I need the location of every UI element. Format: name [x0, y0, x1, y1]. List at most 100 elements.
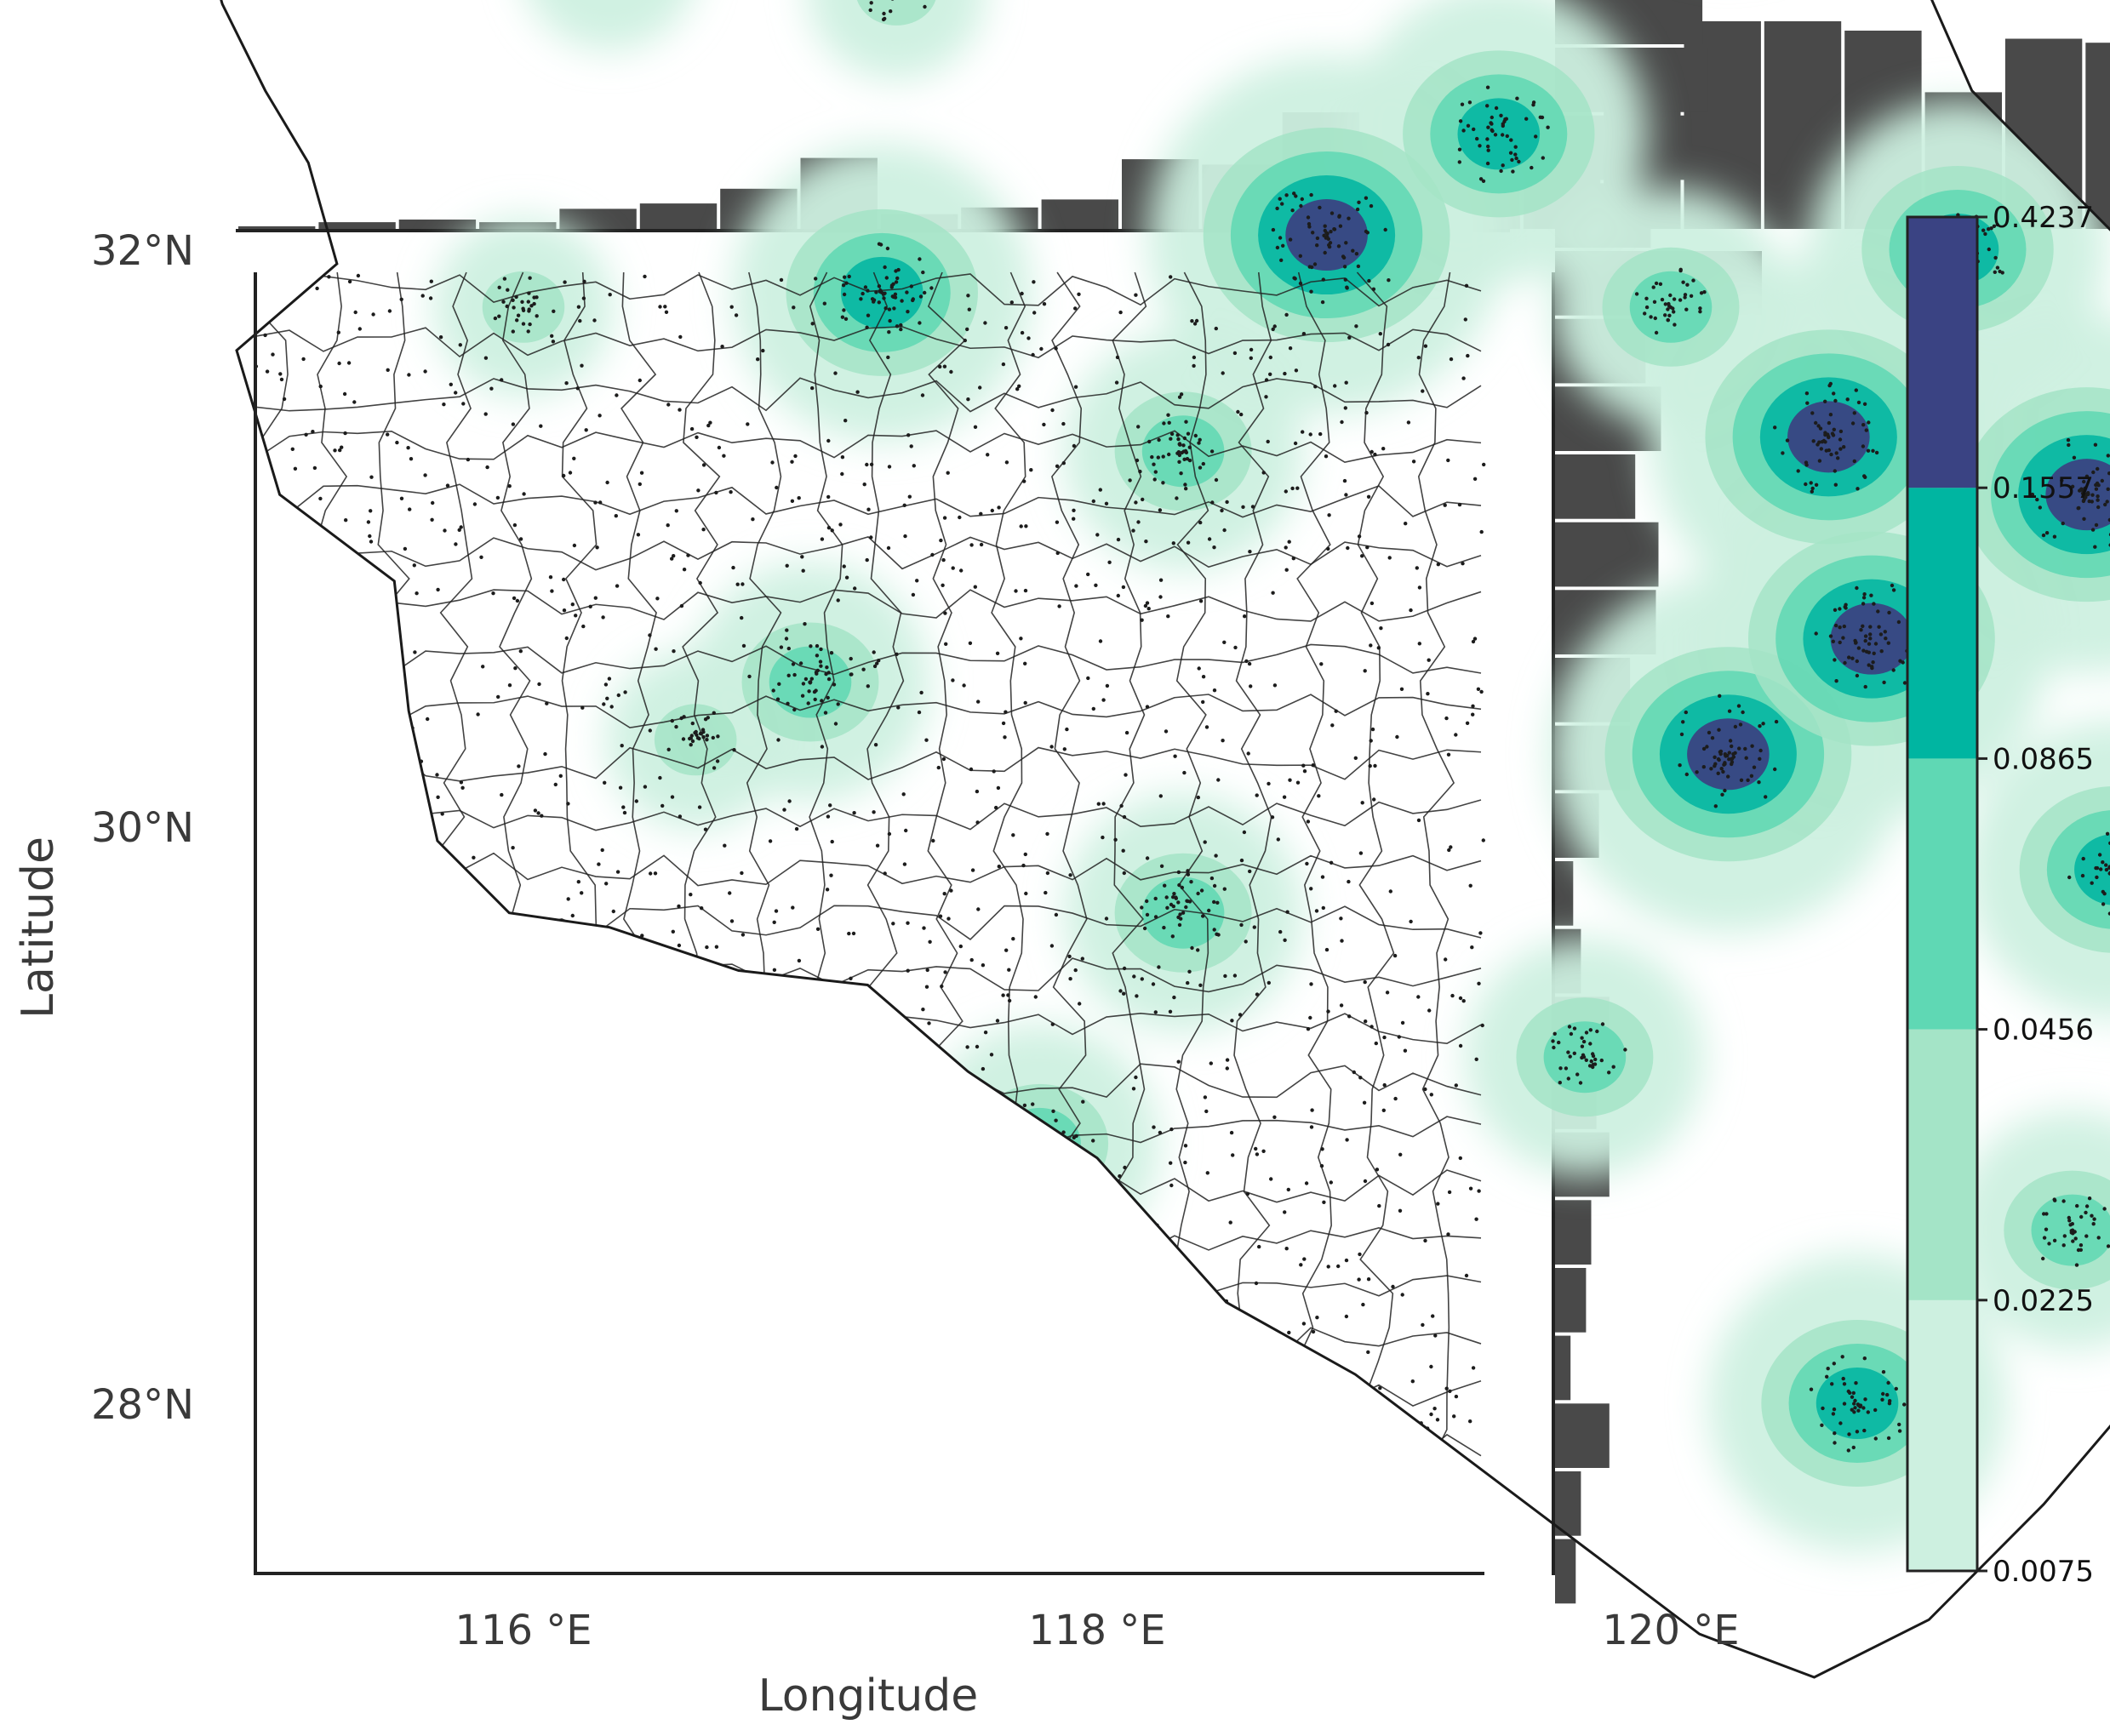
sample-point	[1292, 1529, 1296, 1533]
sample-point	[1064, 1280, 1068, 1284]
sample-point	[1421, 389, 1425, 393]
sample-point	[1192, 1345, 1197, 1350]
sample-point	[1340, 420, 1344, 425]
sample-point	[887, 465, 892, 469]
sample-point	[906, 968, 910, 973]
sample-point	[797, 1231, 801, 1235]
sample-point	[1258, 1419, 1262, 1423]
sample-point	[1743, 746, 1747, 751]
sample-point	[1871, 660, 1875, 665]
sample-point	[1050, 408, 1055, 413]
sample-point	[1190, 319, 1194, 323]
sample-point	[386, 1220, 392, 1225]
sample-point	[1023, 588, 1028, 593]
sample-point	[1319, 1163, 1324, 1168]
sample-point	[1354, 252, 1359, 256]
sample-point	[1416, 356, 1421, 360]
sample-point	[1068, 977, 1072, 981]
sample-point	[809, 1146, 814, 1151]
sample-point	[948, 1168, 952, 1174]
sample-point	[406, 446, 410, 450]
sample-point	[888, 318, 892, 323]
sample-point	[501, 300, 506, 304]
sample-point	[849, 656, 853, 661]
sample-point	[1021, 1152, 1026, 1156]
sample-point	[1172, 892, 1176, 896]
sample-point	[1423, 344, 1428, 348]
sample-point	[740, 615, 744, 620]
sample-point	[940, 984, 944, 989]
sample-point	[1472, 127, 1476, 132]
sample-point	[1267, 781, 1271, 786]
sample-point	[1301, 332, 1307, 336]
sample-point	[1124, 730, 1129, 735]
sample-point	[762, 1257, 766, 1261]
sample-point	[1309, 1125, 1314, 1129]
sample-point	[1902, 681, 1907, 685]
sample-point	[1166, 413, 1170, 417]
sample-point	[1569, 1031, 1574, 1036]
sample-point	[1181, 443, 1186, 448]
y-axis-label: Latitude	[13, 837, 64, 1019]
sample-point	[990, 508, 995, 513]
sample-point	[1862, 592, 1867, 597]
sample-point	[1245, 1191, 1250, 1196]
sample-point	[782, 1024, 786, 1028]
sample-point	[352, 1351, 356, 1355]
sample-point	[1293, 277, 1297, 281]
sample-point	[311, 1259, 315, 1264]
sample-point	[457, 528, 461, 532]
sample-point	[1671, 306, 1675, 311]
sample-point	[1173, 754, 1177, 758]
sample-point	[1283, 371, 1287, 376]
sample-point	[1288, 237, 1293, 242]
sample-point	[1016, 1167, 1021, 1171]
sample-point	[1886, 1380, 1890, 1385]
sample-point	[970, 868, 975, 872]
sample-point	[1006, 993, 1010, 997]
sample-point	[638, 482, 642, 487]
sample-point	[899, 323, 903, 328]
sample-point	[705, 738, 709, 742]
boundary-line	[254, 1432, 1482, 1468]
sample-point	[1644, 305, 1650, 310]
sample-point	[1175, 433, 1180, 437]
sample-point	[1838, 607, 1842, 611]
sample-point	[1183, 1144, 1188, 1148]
sample-point	[1406, 420, 1411, 425]
sample-point	[1074, 1357, 1078, 1362]
sample-point	[792, 306, 796, 310]
sample-point	[734, 313, 739, 317]
sample-point	[1781, 451, 1785, 455]
sample-point	[976, 700, 981, 704]
sample-point	[1375, 1470, 1380, 1475]
sample-point	[857, 1265, 862, 1270]
sample-point	[790, 460, 794, 464]
sample-point	[1814, 631, 1818, 636]
sample-point	[1104, 917, 1109, 921]
sample-point	[791, 905, 795, 910]
sample-point	[1010, 1368, 1015, 1373]
sample-point	[717, 445, 722, 450]
sample-point	[490, 1071, 495, 1075]
sample-point	[1339, 917, 1343, 921]
sample-point	[353, 1101, 357, 1105]
sample-point	[1271, 227, 1276, 232]
sample-point	[1347, 1014, 1352, 1019]
sample-point	[975, 820, 980, 825]
colorbar-label: 0.1557	[1993, 471, 2094, 505]
sample-point	[697, 805, 702, 809]
sample-point	[1096, 802, 1101, 806]
sample-point	[1069, 1145, 1074, 1150]
sample-point	[893, 1476, 898, 1481]
sample-point	[1215, 1361, 1221, 1366]
sample-point	[408, 507, 412, 511]
sample-point	[1843, 660, 1847, 665]
sample-point	[1288, 778, 1292, 782]
sample-point	[1138, 469, 1142, 474]
sample-point	[344, 1339, 348, 1344]
sample-point	[595, 545, 599, 550]
sample-point	[696, 998, 700, 1003]
sample-point	[423, 473, 427, 477]
sample-point	[803, 1396, 807, 1400]
